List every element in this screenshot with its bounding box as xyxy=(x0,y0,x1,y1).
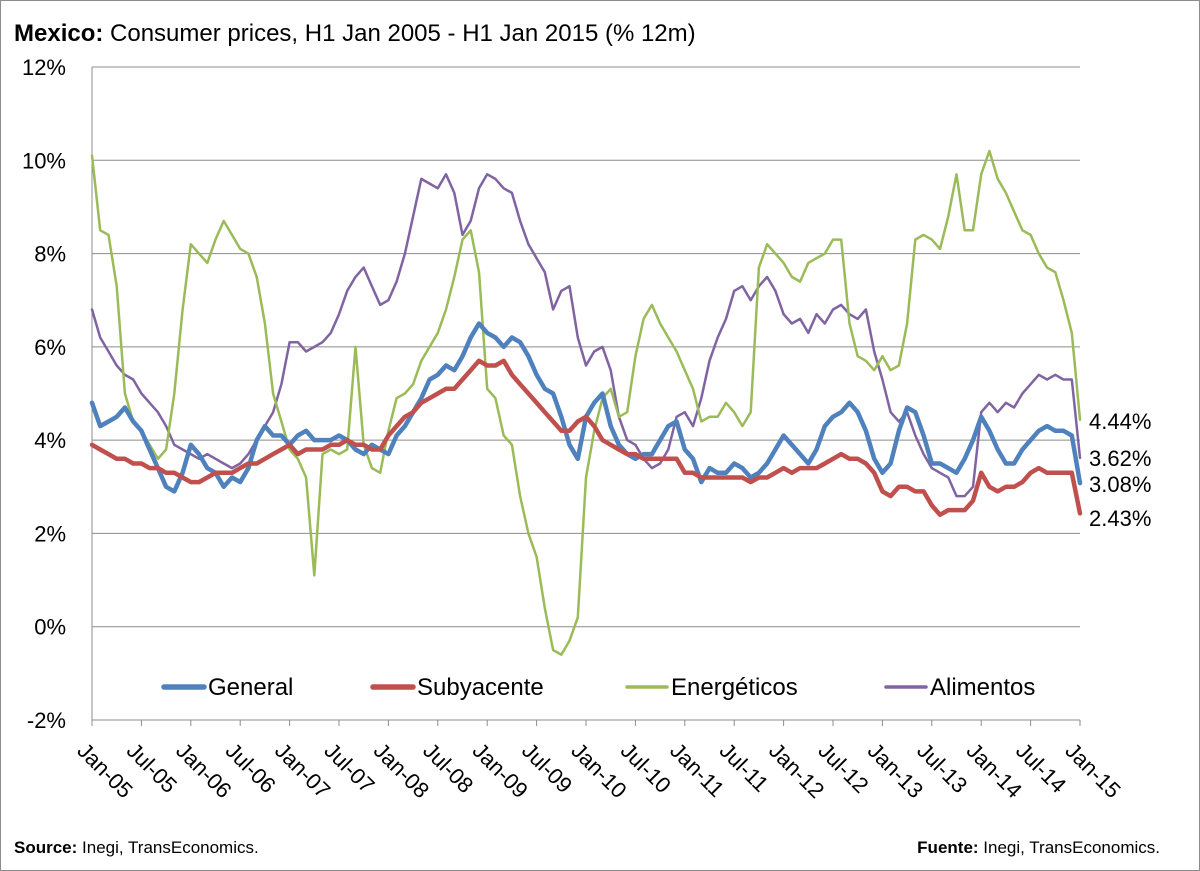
y-tick-label: 2% xyxy=(34,521,66,546)
x-tick-label: Jan-07 xyxy=(270,738,335,803)
y-tick-label: 0% xyxy=(34,615,66,640)
title-country: Mexico: xyxy=(14,20,104,47)
title-text: Consumer prices, H1 Jan 2005 - H1 Jan 20… xyxy=(110,20,696,47)
x-tick-label: Jan-09 xyxy=(468,738,533,803)
series-line-energticos xyxy=(90,149,1082,656)
x-tick-label: Jan-15 xyxy=(1060,738,1125,803)
fuente-text: Inegi, TransEconomics. xyxy=(983,838,1160,857)
chart-title: Mexico: Consumer prices, H1 Jan 2005 - H… xyxy=(14,20,696,48)
end-value-label: 3.08% xyxy=(1089,472,1151,497)
x-tick-label: Jan-14 xyxy=(962,738,1027,803)
y-tick-label: -2% xyxy=(27,708,66,733)
legend-label: Subyacente xyxy=(417,674,544,701)
x-tick-label: Jan-12 xyxy=(764,738,829,803)
y-tick-label: 12% xyxy=(22,55,66,80)
end-value-label: 2.43% xyxy=(1089,506,1151,531)
y-tick-label: 4% xyxy=(34,428,66,453)
x-tick-label: Jan-06 xyxy=(171,738,236,803)
legend-label: Energéticos xyxy=(671,674,798,701)
legend-label: General xyxy=(208,674,293,701)
x-tick-label: Jan-05 xyxy=(72,738,137,803)
fuente-label: Fuente: xyxy=(917,838,979,857)
y-tick-label: 10% xyxy=(22,148,66,173)
legend-label: Alimentos xyxy=(930,674,1035,701)
source-note-left: Source: Inegi, TransEconomics. xyxy=(14,838,259,858)
y-tick-label: 6% xyxy=(34,335,66,360)
x-tick-label: Jan-08 xyxy=(369,738,434,803)
y-tick-label: 8% xyxy=(34,242,66,267)
x-tick-label: Jan-10 xyxy=(566,738,631,803)
source-text: Inegi, TransEconomics. xyxy=(82,838,259,857)
end-value-label: 4.44% xyxy=(1089,409,1151,434)
source-label: Source: xyxy=(14,838,78,857)
x-tick-label: Jan-13 xyxy=(863,738,928,803)
series-line-subyacente xyxy=(89,358,1083,518)
source-note-right: Fuente: Inegi, TransEconomics. xyxy=(917,838,1160,858)
series-line-alimentos xyxy=(90,173,1082,498)
end-value-label: 3.62% xyxy=(1089,446,1151,471)
x-tick-label: Jan-11 xyxy=(665,738,729,802)
